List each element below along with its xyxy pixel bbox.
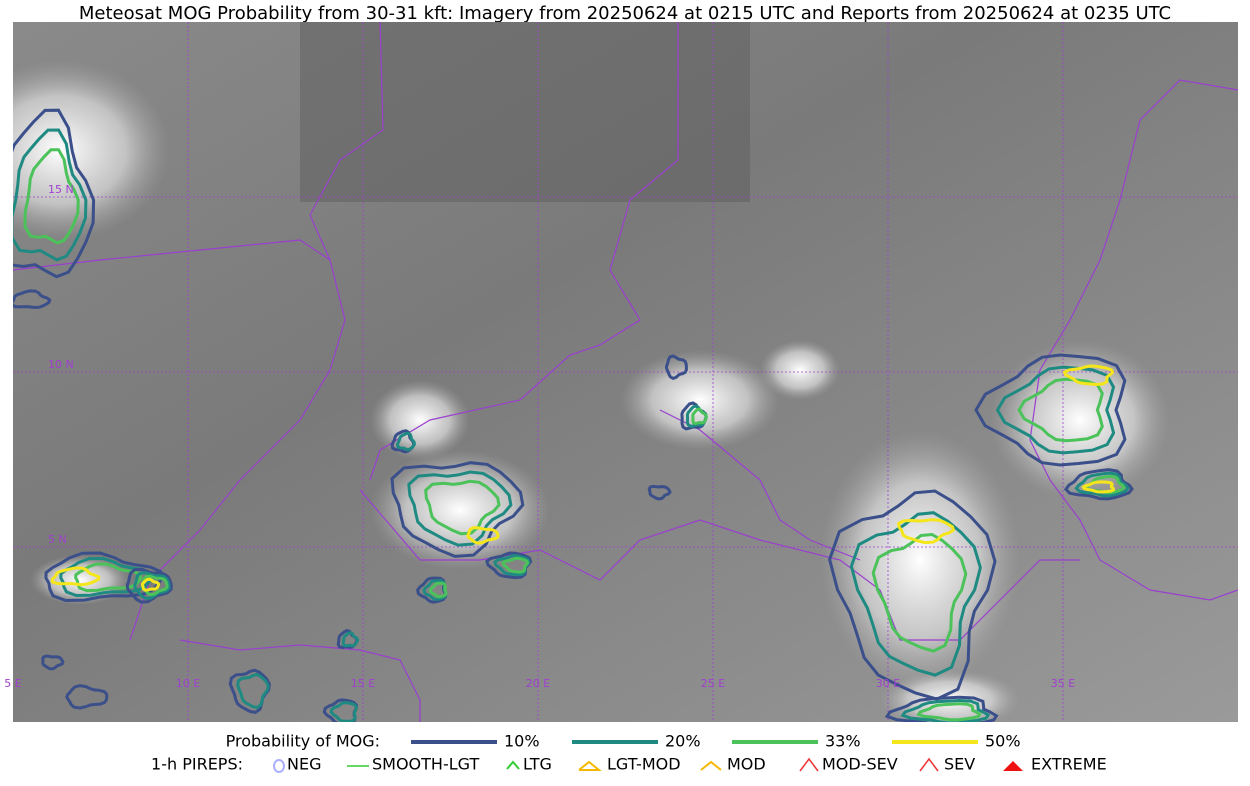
contour: [493, 554, 531, 577]
lat-label: 5 N: [48, 533, 67, 546]
map: [13, 22, 1238, 722]
contour: [995, 365, 1116, 455]
border: [359, 489, 881, 591]
contour: [664, 354, 688, 381]
legend-entry: SEV: [944, 755, 975, 774]
lon-label: 30 E: [876, 677, 900, 690]
contour: [422, 579, 448, 601]
legend-entry: SMOOTH-LGT: [372, 755, 479, 774]
contour: [395, 431, 416, 452]
legend-label: Probability of MOG:: [226, 732, 380, 751]
legend-entry: EXTREME: [1031, 755, 1107, 774]
contour: [501, 556, 530, 574]
cloud: [13, 60, 170, 240]
contour: [647, 484, 672, 501]
border: [1029, 79, 1238, 601]
contour: [13, 289, 52, 310]
contour: [466, 526, 500, 545]
pirep-icon: [1003, 761, 1023, 771]
legend-label: 1-h PIREPS:: [151, 755, 243, 774]
contour: [407, 470, 513, 547]
contour: [140, 577, 161, 592]
contour: [236, 673, 270, 710]
contour: [849, 511, 982, 677]
border: [13, 239, 331, 271]
pirep-icon: [506, 760, 520, 770]
contour: [41, 654, 65, 671]
contour: [13, 108, 96, 279]
borders: [13, 22, 1238, 722]
cloud: [820, 430, 1020, 690]
contour: [896, 518, 956, 545]
contour: [428, 581, 448, 599]
border: [179, 639, 421, 722]
legend-entry: 50%: [985, 732, 1021, 751]
dark-region: [300, 22, 750, 202]
contour: [322, 698, 359, 722]
contour: [23, 148, 80, 245]
contour: [1063, 468, 1134, 501]
contour: [691, 407, 708, 426]
contour: [1017, 377, 1104, 443]
lat-label: 15 N: [48, 183, 74, 196]
legend-entry: MOD: [727, 755, 766, 774]
contour: [228, 668, 271, 714]
contour: [59, 556, 153, 598]
contour: [65, 684, 109, 710]
legend-entry: LTG: [523, 755, 552, 774]
lon-label: 25 E: [701, 677, 725, 690]
title: Meteosat MOG Probability from 30-31 kft:…: [79, 3, 1171, 24]
contour: [390, 461, 525, 558]
cloud: [370, 380, 470, 460]
contour: [900, 698, 991, 722]
contour: [916, 702, 982, 722]
lon-label: 5 E: [4, 677, 21, 690]
legend-entry: NEG: [287, 755, 321, 774]
lon-label: 10 E: [176, 677, 200, 690]
contour: [974, 353, 1127, 467]
contour: [485, 551, 533, 580]
pirep-icon: [700, 760, 722, 771]
contour: [1062, 364, 1115, 387]
contour: [828, 489, 997, 701]
contour: [1081, 480, 1116, 494]
lon-label: 35 E: [1051, 677, 1075, 690]
lon-label: 20 E: [526, 677, 550, 690]
contour: [50, 566, 101, 587]
contour: [871, 532, 968, 653]
border: [129, 22, 384, 641]
lon-label: 15 E: [351, 677, 375, 690]
contour: [44, 551, 164, 603]
pirep-icon: [799, 757, 819, 772]
legend-entry: 20%: [665, 732, 701, 751]
contour: [329, 701, 358, 722]
pirep-icon: [578, 760, 602, 771]
pirep-icon: [919, 757, 939, 772]
legend-entry: 33%: [825, 732, 861, 751]
contour: [74, 562, 143, 593]
contour: [341, 631, 360, 648]
contour: [415, 576, 448, 604]
legend-entry: 10%: [504, 732, 540, 751]
cloud: [760, 340, 840, 400]
legend-entry: MOD-SEV: [822, 755, 898, 774]
pirep-icon: [273, 759, 285, 773]
contour: [13, 128, 88, 262]
contour: [1074, 471, 1130, 498]
cloud: [620, 350, 780, 450]
cloud: [370, 450, 550, 570]
border: [369, 22, 679, 481]
contour: [884, 695, 999, 722]
legend-entry: LGT-MOD: [607, 755, 681, 774]
lat-label: 10 N: [48, 358, 74, 371]
